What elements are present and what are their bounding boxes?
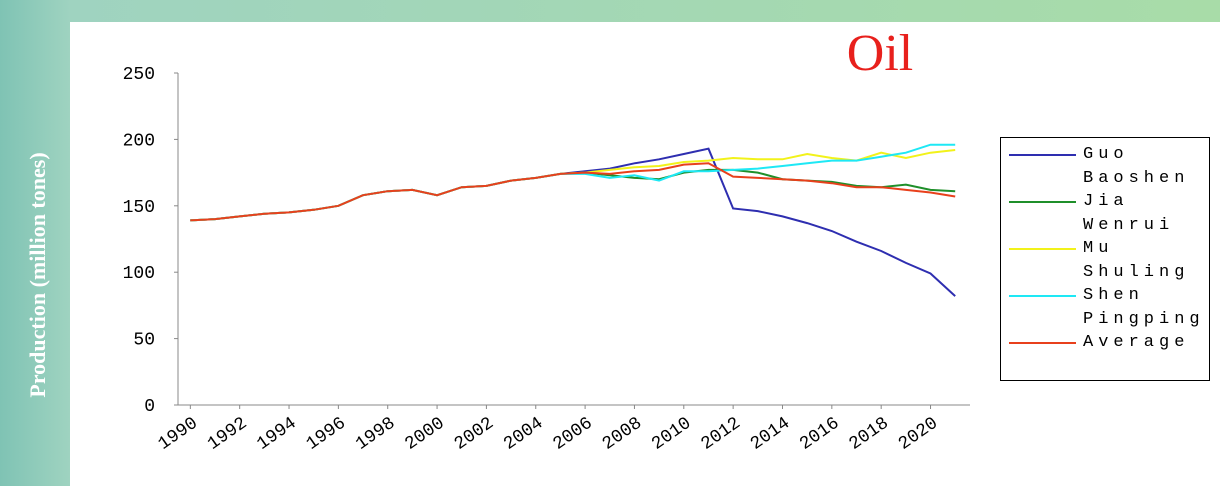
legend-entry: Shen Pingping — [1001, 284, 1211, 331]
y-tick-label: 50 — [133, 331, 155, 351]
x-tick-label: 1996 — [303, 414, 350, 455]
legend-entry: Average — [1001, 331, 1211, 355]
legend-swatch — [1009, 248, 1076, 250]
y-tick-label: 100 — [123, 264, 155, 284]
x-tick-label: 1998 — [352, 414, 399, 455]
chart-title: Oil — [847, 25, 913, 82]
series-line — [190, 149, 955, 296]
x-tick-label: 2000 — [402, 414, 449, 455]
legend-entry: Guo Baoshen — [1001, 143, 1211, 190]
x-tick-label: 2008 — [599, 414, 646, 455]
legend-entry: Jia Wenrui — [1001, 190, 1211, 237]
x-tick-label: 1994 — [254, 414, 301, 455]
x-tick-label: 2012 — [698, 414, 745, 455]
y-tick-label: 0 — [144, 397, 155, 417]
x-tick-label: 2004 — [500, 414, 547, 455]
x-tick-label: 2016 — [796, 414, 843, 455]
y-tick-label: 150 — [123, 198, 155, 218]
y-tick-label: 250 — [123, 65, 155, 85]
x-tick-label: 2018 — [846, 414, 893, 455]
legend-entry: Mu Shuling — [1001, 237, 1211, 284]
x-tick-label: 2020 — [895, 414, 942, 455]
legend-label: Jia Wenrui — [1083, 192, 1174, 235]
x-tick-label: 1992 — [204, 414, 251, 455]
legend-label: Mu Shuling — [1083, 239, 1189, 282]
legend-label: Guo Baoshen — [1083, 145, 1189, 188]
legend-swatch — [1009, 342, 1076, 344]
legend-label: Average — [1083, 333, 1189, 352]
series-line — [190, 170, 955, 221]
x-tick-label: 2006 — [550, 414, 597, 455]
x-tick-label: 2002 — [451, 414, 498, 455]
x-tick-label: 2010 — [648, 414, 695, 455]
x-tick-label: 1990 — [155, 414, 202, 455]
legend-swatch — [1009, 201, 1076, 203]
y-axis-label: Production (million tones) — [25, 152, 50, 397]
legend-swatch — [1009, 295, 1076, 297]
legend-label: Shen Pingping — [1083, 286, 1205, 329]
x-tick-label: 2014 — [747, 414, 794, 455]
legend-swatch — [1009, 154, 1076, 156]
page: Oil Production (million tones) 0 50 100 150… — [0, 0, 1220, 486]
y-tick-label: 200 — [123, 131, 155, 151]
